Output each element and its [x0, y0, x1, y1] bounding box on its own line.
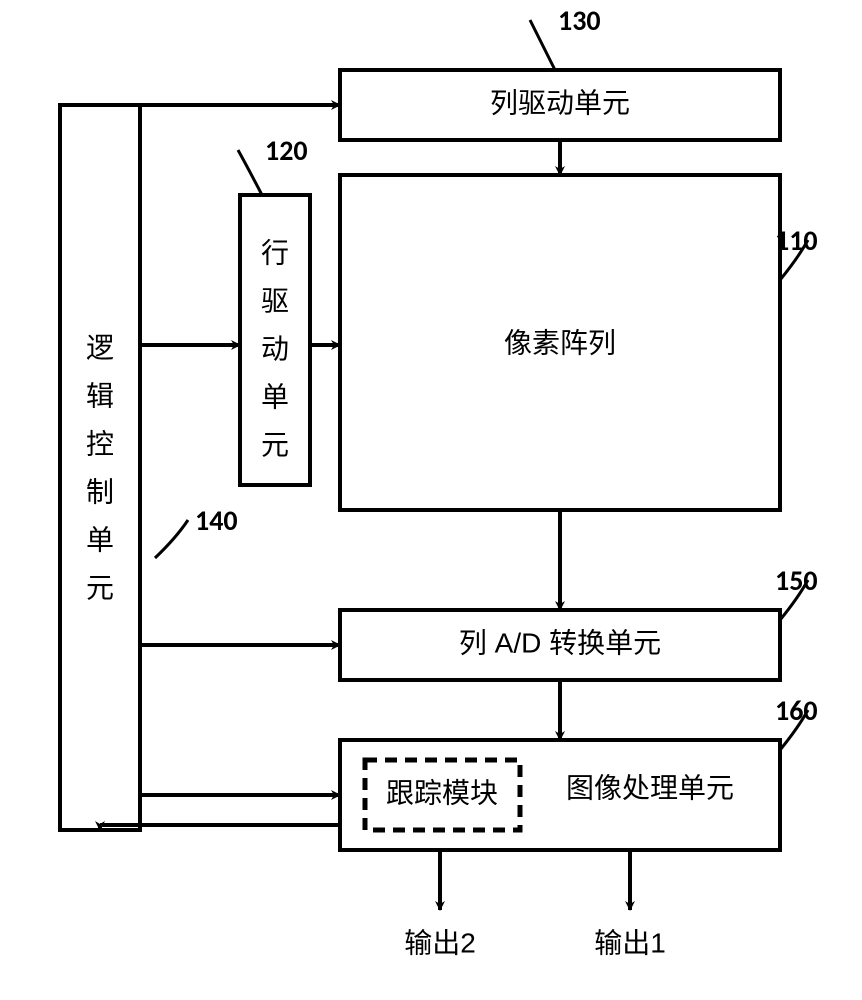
ref-number-150: 150 [775, 563, 818, 598]
ref-number-160: 160 [775, 693, 818, 728]
output-label-out1: 输出1 [594, 927, 666, 958]
ref-number-130: 130 [558, 3, 601, 38]
ref-leader-120 [238, 150, 262, 195]
logic_control-label-line-4: 单 [86, 524, 114, 555]
logic_control-label-line-5: 元 [86, 572, 114, 603]
col_adc-label: 列 A/D 转换单元 [459, 627, 661, 658]
tracking-label: 跟踪模块 [386, 777, 498, 808]
output-label-out2: 输出2 [404, 927, 476, 958]
ref-leader-130 [530, 20, 555, 70]
img_proc-label: 图像处理单元 [566, 772, 734, 803]
row_driver-label-line-4: 元 [261, 429, 289, 460]
logic_control-label-line-2: 控 [86, 428, 114, 459]
ref-number-120: 120 [265, 133, 308, 168]
pixel_array-label: 像素阵列 [504, 327, 616, 358]
row_driver-label-line-0: 行 [261, 237, 289, 268]
ref-leader-140 [155, 520, 188, 558]
col_driver-label: 列驱动单元 [490, 87, 630, 118]
logic_control-label-line-3: 制 [86, 476, 114, 507]
row_driver-label-line-1: 驱 [261, 285, 289, 316]
row_driver-label-line-3: 单 [261, 381, 289, 412]
logic_control-label-line-1: 辑 [86, 380, 114, 411]
logic_control-block [60, 105, 140, 830]
logic_control-label-line-0: 逻 [86, 332, 114, 363]
ref-number-140: 140 [195, 503, 238, 538]
ref-number-110: 110 [775, 223, 818, 258]
row_driver-label-line-2: 动 [261, 333, 289, 364]
